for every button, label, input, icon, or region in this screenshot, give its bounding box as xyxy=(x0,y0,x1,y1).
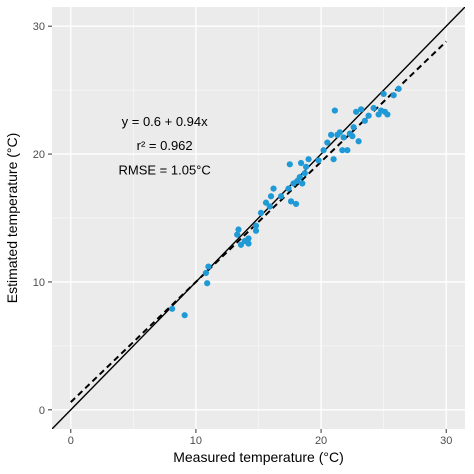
data-point xyxy=(324,139,331,146)
points-layer xyxy=(169,85,402,319)
x-axis-title: Measured temperature (°C) xyxy=(173,449,344,465)
data-point xyxy=(302,163,310,170)
y-tick-label: 20 xyxy=(33,149,45,161)
data-point xyxy=(301,170,308,177)
data-point xyxy=(286,161,293,168)
data-point xyxy=(327,131,335,138)
data-point xyxy=(252,222,260,229)
data-point xyxy=(270,185,277,192)
data-point xyxy=(320,147,327,154)
data-point xyxy=(355,138,362,145)
y-axis-title: Estimated temperature (°C) xyxy=(4,133,20,304)
data-point xyxy=(285,185,292,192)
data-point xyxy=(257,209,265,216)
data-point xyxy=(202,269,210,277)
data-point xyxy=(287,198,295,205)
data-point xyxy=(340,134,347,141)
data-point xyxy=(305,156,312,163)
data-point xyxy=(365,112,372,119)
data-point xyxy=(267,193,275,200)
data-point xyxy=(380,90,387,98)
data-point xyxy=(245,240,252,247)
annotations: y = 0.6 + 0.94x r² = 0.962 RMSE = 1.05°C xyxy=(119,114,211,178)
data-point xyxy=(344,147,351,154)
data-point xyxy=(234,231,241,238)
rmse: RMSE = 1.05°C xyxy=(119,162,211,177)
data-point xyxy=(277,193,285,200)
data-point xyxy=(395,85,402,92)
data-point xyxy=(205,263,212,270)
data-point xyxy=(204,280,211,287)
data-point xyxy=(331,107,338,114)
x-tick-label: 30 xyxy=(440,435,452,447)
axis-ticks: 0 10 20 30 0 10 20 30 xyxy=(33,21,453,447)
regression-equation: y = 0.6 + 0.94x xyxy=(122,114,209,129)
data-point xyxy=(336,129,343,136)
data-point xyxy=(292,200,300,208)
data-point xyxy=(296,173,303,181)
data-point xyxy=(297,159,305,167)
data-point xyxy=(330,156,337,163)
regression-line xyxy=(70,40,447,403)
x-tick-label: 10 xyxy=(190,435,202,447)
data-point xyxy=(237,241,245,248)
r-squared: r² = 0.962 xyxy=(137,138,193,153)
identity-line xyxy=(52,7,465,429)
data-point xyxy=(339,147,346,154)
data-point xyxy=(299,180,306,187)
data-point xyxy=(169,305,176,312)
data-point xyxy=(266,203,273,210)
data-point xyxy=(252,227,260,234)
data-point xyxy=(245,235,252,242)
data-point xyxy=(349,133,356,140)
data-point xyxy=(361,117,368,124)
data-point xyxy=(181,312,188,319)
y-tick-label: 10 xyxy=(33,277,45,289)
grid-major xyxy=(52,7,465,429)
data-point xyxy=(384,111,391,118)
data-point xyxy=(262,199,270,206)
data-point xyxy=(315,157,322,164)
data-point xyxy=(358,106,365,113)
y-tick-label: 0 xyxy=(39,405,45,417)
data-point xyxy=(235,226,242,233)
x-tick-label: 0 xyxy=(68,435,74,447)
data-point xyxy=(350,124,357,131)
data-point xyxy=(390,92,397,99)
x-tick-label: 20 xyxy=(315,435,327,447)
data-point xyxy=(370,104,377,112)
lines-layer xyxy=(52,7,465,429)
y-tick-label: 30 xyxy=(33,21,45,33)
data-point xyxy=(353,108,360,115)
